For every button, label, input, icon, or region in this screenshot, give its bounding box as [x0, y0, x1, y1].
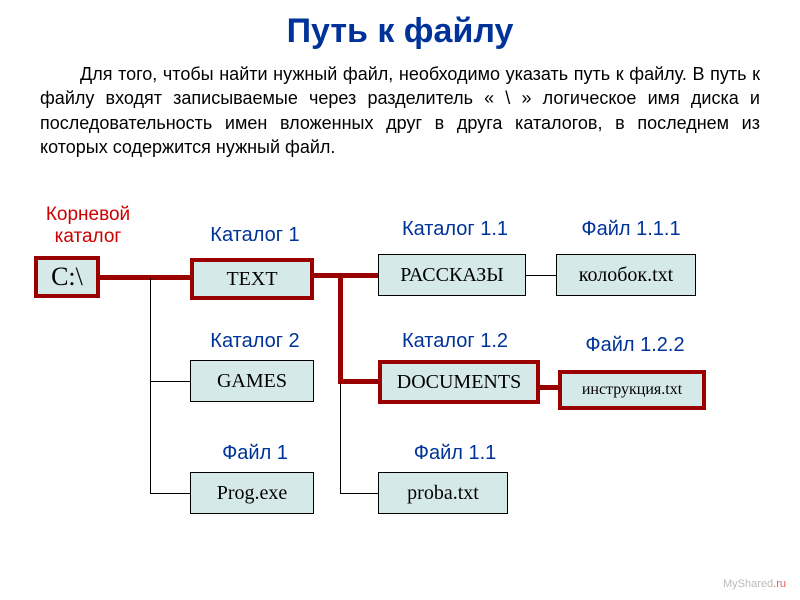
box-text: TEXT: [190, 258, 314, 300]
label-file111: Файл 1.1.1: [556, 218, 706, 241]
connector-root_vert: [150, 278, 151, 494]
label-file11: Файл 1.1: [380, 442, 530, 465]
box-documents: DOCUMENTS: [378, 360, 540, 404]
label-root: Корневой каталог: [28, 204, 148, 248]
label-cat2: Каталог 2: [190, 330, 320, 353]
body-text: Для того, чтобы найти нужный файл, необх…: [40, 62, 760, 159]
box-instr: инструкция.txt: [558, 370, 706, 410]
connector-to_prog: [150, 493, 190, 494]
connector-stories_to_kol: [526, 275, 556, 276]
box-games: GAMES: [190, 360, 314, 402]
label-cat1: Каталог 1: [190, 224, 320, 247]
connector-text_to_stories: [314, 273, 378, 278]
connector-root_to_text: [100, 275, 190, 280]
label-file122: Файл 1.2.2: [560, 334, 710, 357]
connector-to_documents: [340, 379, 378, 384]
box-kolobok: колобок.txt: [556, 254, 696, 296]
box-proba: proba.txt: [378, 472, 508, 514]
connector-to_proba: [340, 493, 378, 494]
label-file1: Файл 1: [190, 442, 320, 465]
watermark: MyShared.ru: [723, 578, 786, 590]
connector-to_games: [150, 381, 190, 382]
box-prog: Prog.exe: [190, 472, 314, 514]
box-stories: РАССКАЗЫ: [378, 254, 526, 296]
label-cat11: Каталог 1.1: [380, 218, 530, 241]
page-title: Путь к файлу: [0, 12, 800, 51]
label-cat12: Каталог 1.2: [380, 330, 530, 353]
connector-text_vert_thick: [338, 273, 343, 384]
connector-doc_to_instr: [540, 385, 558, 390]
box-root: C:\: [34, 256, 100, 298]
